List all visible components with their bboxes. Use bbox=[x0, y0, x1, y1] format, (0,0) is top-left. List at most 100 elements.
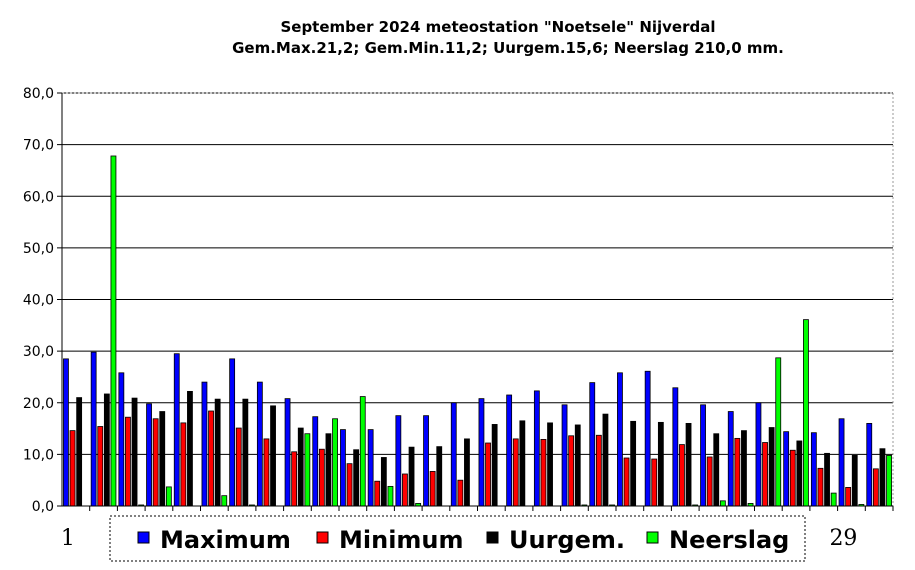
plot-area: 0,010,020,030,040,050,060,070,080,012729 bbox=[23, 86, 894, 551]
bar-neerslag-day-6 bbox=[221, 495, 228, 507]
bar-neerslag-day-26 bbox=[775, 357, 782, 507]
bar-uurgem-day-25 bbox=[741, 430, 747, 507]
bar-maximum-day-4 bbox=[146, 403, 152, 507]
bar-uurgem-day-21 bbox=[630, 420, 637, 507]
bar-maximum-day-5 bbox=[173, 353, 180, 507]
bar-minimum-day-6 bbox=[208, 410, 214, 507]
bar-uurgem-day-7 bbox=[242, 398, 249, 507]
bar-maximum-day-9 bbox=[284, 398, 291, 507]
bar-maximum-day-21 bbox=[617, 372, 623, 507]
bar-maximum-day-17 bbox=[506, 394, 513, 507]
bar-uurgem-day-12 bbox=[380, 457, 387, 507]
bar-minimum-day-1 bbox=[69, 430, 76, 507]
bar-uurgem-day-27 bbox=[796, 440, 803, 507]
bar-uurgem-day-22 bbox=[657, 421, 664, 507]
legend: Maximum Minimum Uurgem. Neerslag bbox=[109, 515, 806, 562]
bar-neerslag-day-24 bbox=[719, 500, 726, 507]
bar-maximum-day-10 bbox=[312, 416, 319, 507]
legend-swatch-neerslag bbox=[646, 531, 659, 544]
bar-minimum-day-21 bbox=[623, 457, 630, 507]
bar-maximum-day-13 bbox=[395, 415, 402, 507]
y-tick-label: 40,0 bbox=[23, 293, 54, 309]
legend-label-minimum: Minimum bbox=[339, 526, 464, 554]
bar-minimum-day-11 bbox=[346, 463, 353, 507]
bar-maximum-day-27 bbox=[783, 431, 790, 507]
bar-minimum-day-15 bbox=[457, 479, 464, 507]
bar-neerslag-day-27 bbox=[803, 319, 809, 507]
bar-uurgem-day-4 bbox=[159, 411, 166, 507]
legend-swatch-uurgem bbox=[486, 531, 499, 544]
y-tick-label: 60,0 bbox=[23, 189, 54, 205]
bar-maximum-day-18 bbox=[533, 390, 540, 507]
bar-minimum-day-23 bbox=[679, 444, 685, 507]
bar-maximum-day-26 bbox=[755, 402, 762, 507]
bar-maximum-day-2 bbox=[90, 351, 97, 507]
bar-minimum-day-29 bbox=[845, 487, 852, 507]
bar-uurgem-day-16 bbox=[491, 424, 498, 507]
bar-uurgem-day-24 bbox=[713, 433, 720, 507]
bar-neerslag-day-10 bbox=[332, 418, 338, 507]
legend-swatch-maximum bbox=[137, 531, 150, 544]
bar-uurgem-day-8 bbox=[270, 405, 276, 507]
bar-uurgem-day-26 bbox=[768, 427, 775, 507]
bar-neerslag-day-2 bbox=[110, 155, 117, 507]
bar-uurgem-day-9 bbox=[297, 427, 304, 507]
y-tick-label: 30,0 bbox=[23, 344, 54, 360]
y-tick-label: 70,0 bbox=[23, 138, 54, 154]
y-tick-label: 10,0 bbox=[23, 447, 54, 463]
legend-swatch-minimum bbox=[316, 531, 329, 544]
bar-minimum-day-19 bbox=[568, 435, 575, 507]
bar-maximum-day-30 bbox=[866, 422, 873, 507]
bar-minimum-day-22 bbox=[651, 458, 658, 507]
bar-uurgem-day-2 bbox=[103, 393, 110, 507]
bar-minimum-day-26 bbox=[762, 442, 768, 507]
bar-uurgem-day-23 bbox=[685, 422, 692, 507]
bar-uurgem-day-18 bbox=[547, 422, 553, 507]
y-tick-label: 0,0 bbox=[32, 499, 54, 515]
bar-neerslag-day-30 bbox=[886, 455, 892, 507]
bar-maximum-day-29 bbox=[838, 418, 845, 507]
bar-maximum-day-1 bbox=[63, 358, 69, 507]
bar-neerslag-day-28 bbox=[830, 492, 837, 507]
bar-maximum-day-15 bbox=[450, 402, 457, 507]
bar-minimum-day-28 bbox=[817, 467, 824, 507]
bar-maximum-day-25 bbox=[727, 411, 734, 507]
bar-uurgem-day-11 bbox=[353, 449, 360, 507]
bar-minimum-day-9 bbox=[291, 451, 298, 507]
bar-minimum-day-3 bbox=[125, 416, 131, 507]
bar-uurgem-day-29 bbox=[851, 455, 858, 507]
bar-maximum-day-7 bbox=[229, 358, 236, 507]
bar-minimum-day-24 bbox=[706, 456, 713, 507]
bar-maximum-day-11 bbox=[340, 429, 346, 507]
bar-minimum-day-2 bbox=[97, 426, 104, 507]
bar-minimum-day-12 bbox=[374, 480, 381, 507]
bar-minimum-day-10 bbox=[318, 448, 325, 507]
bar-minimum-day-27 bbox=[789, 449, 796, 507]
bar-maximum-day-22 bbox=[644, 370, 651, 507]
bar-uurgem-day-30 bbox=[879, 448, 886, 507]
bar-maximum-day-14 bbox=[423, 415, 429, 507]
bar-maximum-day-24 bbox=[700, 404, 706, 507]
bar-minimum-day-18 bbox=[540, 439, 547, 507]
bar-neerslag-day-4 bbox=[165, 486, 172, 507]
x-tick-label-29: 29 bbox=[829, 526, 857, 551]
bar-uurgem-day-10 bbox=[325, 433, 332, 507]
bar-maximum-day-20 bbox=[589, 382, 596, 507]
bar-uurgem-day-20 bbox=[602, 413, 609, 507]
bar-neerslag-day-9 bbox=[304, 433, 311, 507]
bar-minimum-day-4 bbox=[152, 418, 159, 507]
y-tick-label: 50,0 bbox=[23, 241, 54, 257]
bar-maximum-day-8 bbox=[256, 381, 263, 507]
bar-uurgem-day-17 bbox=[519, 420, 526, 507]
bar-maximum-day-3 bbox=[118, 372, 125, 507]
bar-neerslag-day-11 bbox=[359, 396, 366, 507]
y-tick-label: 20,0 bbox=[23, 396, 54, 412]
bar-minimum-day-7 bbox=[235, 427, 242, 507]
chart-title: September 2024 meteostation "Noetsele" N… bbox=[280, 18, 715, 36]
bar-maximum-day-28 bbox=[810, 432, 817, 507]
bar-maximum-day-23 bbox=[672, 387, 679, 507]
legend-label-uurgem: Uurgem. bbox=[509, 526, 625, 554]
bar-uurgem-day-19 bbox=[574, 424, 581, 507]
bar-minimum-day-17 bbox=[512, 438, 519, 507]
